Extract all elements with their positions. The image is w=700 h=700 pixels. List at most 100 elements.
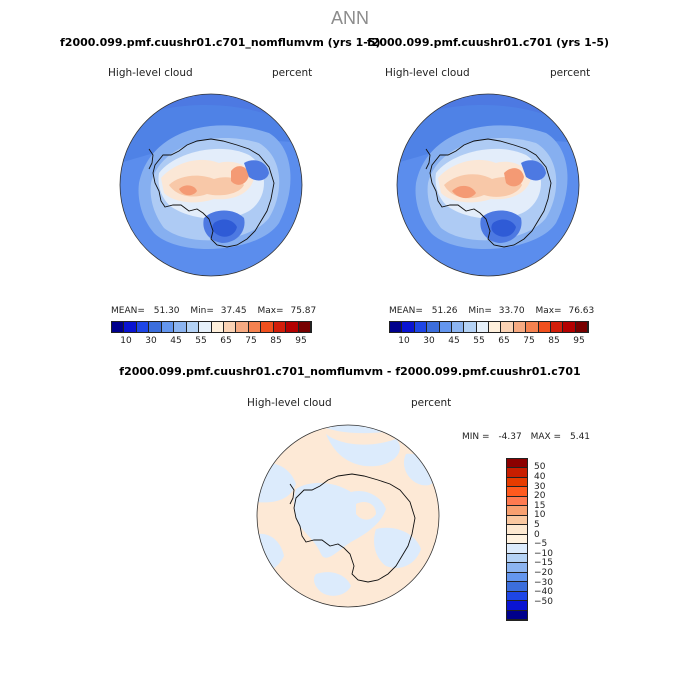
colorbar-swatch <box>507 496 527 507</box>
panel1-tick: 65 <box>220 336 232 346</box>
panel2-tick: 30 <box>423 336 435 346</box>
difference-tick: 15 <box>534 501 546 511</box>
colorbar-swatch <box>507 468 527 478</box>
panel2-variable-label: High-level cloud <box>385 67 470 79</box>
colorbar-swatch <box>489 322 502 332</box>
colorbar-swatch <box>464 322 477 332</box>
panel2-tick: 10 <box>398 336 410 346</box>
panel1-case-title: f2000.099.pmf.cuushr01.c701_nomflumvm (y… <box>60 36 381 49</box>
colorbar-swatch <box>451 322 465 332</box>
colorbar-swatch <box>513 322 527 332</box>
colorbar-swatch <box>112 322 125 332</box>
colorbar-swatch <box>298 322 311 332</box>
panel2-tick: 85 <box>548 336 560 346</box>
colorbar-swatch <box>507 506 527 516</box>
colorbar-swatch <box>136 322 150 332</box>
colorbar-swatch <box>390 322 403 332</box>
panel2-tick: 55 <box>473 336 485 346</box>
panel1-tick: 10 <box>120 336 132 346</box>
panel2-min-label: Min= <box>468 306 492 316</box>
panel1-tick: 95 <box>295 336 307 346</box>
difference-units-label: percent <box>411 397 452 409</box>
colorbar-swatch <box>507 544 527 554</box>
colorbar-swatch <box>507 487 527 497</box>
colorbar-swatch <box>248 322 262 332</box>
panel2-mean-label: MEAN= <box>389 306 423 316</box>
colorbar-swatch <box>507 515 527 526</box>
colorbar-swatch <box>414 322 428 332</box>
colorbar-swatch <box>236 322 249 332</box>
difference-tick: −20 <box>534 568 553 578</box>
panel1-polar-map <box>119 93 303 277</box>
difference-polar-map <box>256 424 440 608</box>
colorbar-swatch <box>507 601 527 611</box>
panel2-units-label: percent <box>550 67 591 79</box>
colorbar-swatch <box>507 534 527 545</box>
panel1-colorbar <box>111 321 312 333</box>
colorbar-swatch <box>507 610 527 620</box>
difference-tick: −10 <box>534 549 553 559</box>
colorbar-swatch <box>149 322 162 332</box>
colorbar-swatch <box>211 322 224 332</box>
colorbar-swatch <box>507 525 527 535</box>
colorbar-swatch <box>186 322 200 332</box>
difference-colorbar-ticks: 50 40 30 20 15 10 5 0 −5 −10 −15 −20 −30… <box>534 458 574 621</box>
difference-tick: 40 <box>534 472 546 482</box>
difference-tick: 50 <box>534 462 546 472</box>
difference-tick: −40 <box>534 587 553 597</box>
colorbar-swatch <box>439 322 452 332</box>
panel2-stats: MEAN= 51.26 Min= 33.70 Max= 76.63 <box>389 306 594 316</box>
panel1-tick: 55 <box>195 336 207 346</box>
difference-tick: −50 <box>534 597 553 607</box>
colorbar-swatch <box>507 572 527 583</box>
panel1-stats: MEAN= 51.30 Min= 37.45 Max= 75.87 <box>111 306 316 316</box>
difference-max-label: MAX = <box>530 432 562 442</box>
difference-variable-label: High-level cloud <box>247 397 332 409</box>
colorbar-swatch <box>273 322 287 332</box>
difference-tick: 30 <box>534 482 546 492</box>
colorbar-swatch <box>261 322 274 332</box>
panel2-tick: 95 <box>573 336 585 346</box>
colorbar-swatch <box>161 322 175 332</box>
colorbar-swatch <box>575 322 588 332</box>
colorbar-swatch <box>427 322 440 332</box>
difference-max-value: 5.41 <box>569 432 591 442</box>
panel2-colorbar-ticks: 10 30 45 55 65 75 85 95 <box>389 336 589 348</box>
colorbar-swatch <box>550 322 564 332</box>
colorbar-swatch <box>124 322 137 332</box>
difference-min-label: MIN = <box>462 432 490 442</box>
panel1-max-label: Max= <box>257 306 284 316</box>
colorbar-swatch <box>174 322 187 332</box>
panel2-colorbar <box>389 321 589 333</box>
panel1-mean-label: MEAN= <box>111 306 145 316</box>
panel1-mean-value: 51.30 <box>153 306 180 316</box>
difference-tick: 0 <box>534 530 540 540</box>
panel1-tick: 30 <box>145 336 157 346</box>
panel2-case-title: f2000.099.pmf.cuushr01.c701 (yrs 1-5) <box>366 36 610 49</box>
colorbar-swatch <box>501 322 514 332</box>
colorbar-swatch <box>286 322 299 332</box>
colorbar-swatch <box>507 591 527 602</box>
colorbar-swatch <box>526 322 539 332</box>
panel2-polar-map <box>396 93 580 277</box>
colorbar-swatch <box>507 582 527 592</box>
panel1-max-value: 75.87 <box>290 306 317 316</box>
panel2-tick: 75 <box>523 336 535 346</box>
panel1-tick: 85 <box>270 336 282 346</box>
panel1-tick: 45 <box>170 336 182 346</box>
panel1-variable-label: High-level cloud <box>108 67 193 79</box>
colorbar-swatch <box>507 459 527 469</box>
colorbar-swatch <box>223 322 237 332</box>
panel1-units-label: percent <box>272 67 313 79</box>
difference-min-value: -4.37 <box>498 432 522 442</box>
panel2-tick: 65 <box>498 336 510 346</box>
difference-tick: 5 <box>534 520 540 530</box>
difference-tick: 20 <box>534 491 546 501</box>
colorbar-swatch <box>507 553 527 564</box>
colorbar-swatch <box>507 563 527 573</box>
panel1-tick: 75 <box>245 336 257 346</box>
panel2-tick: 45 <box>448 336 460 346</box>
difference-tick: −15 <box>534 558 553 568</box>
panel1-min-value: 37.45 <box>220 306 247 316</box>
